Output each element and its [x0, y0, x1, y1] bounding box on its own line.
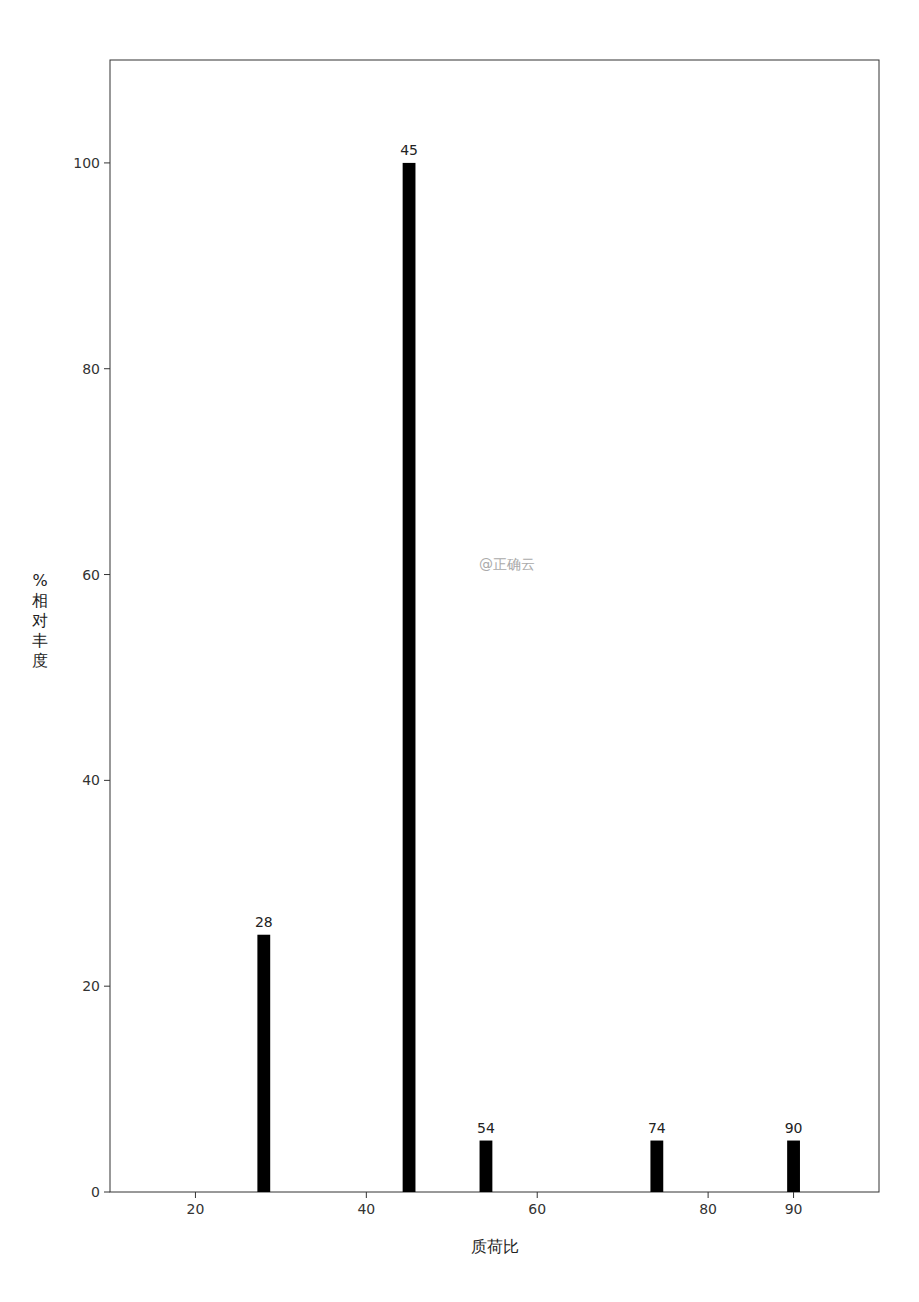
bar-label: 28: [255, 914, 273, 930]
x-tick: [793, 1192, 794, 1198]
bar: [650, 1141, 663, 1192]
bar-label: 90: [785, 1120, 803, 1136]
x-tick-label: 90: [785, 1201, 803, 1217]
x-tick: [366, 1192, 367, 1198]
bar-label: 45: [400, 142, 418, 158]
y-tick: [104, 574, 110, 575]
y-tick: [104, 1192, 110, 1193]
bar: [257, 935, 270, 1192]
y-tick: [104, 986, 110, 987]
x-tick-label: 60: [528, 1201, 546, 1217]
x-axis-label: 质荷比: [471, 1237, 519, 1256]
chart: 20 40 60 80 90 0 20 40 60 80 100 质荷比 %相对丰度 28 45 54 74 90…: [0, 0, 919, 1302]
y-tick-label: 20: [82, 978, 100, 994]
bar-label: 74: [648, 1120, 666, 1136]
y-axis-label: %相对丰度: [32, 571, 48, 670]
x-tick: [708, 1192, 709, 1198]
x-tick-label: 40: [357, 1201, 375, 1217]
y-tick-label: 60: [82, 567, 100, 583]
x-tick: [537, 1192, 538, 1198]
y-tick-label: 100: [73, 155, 100, 171]
plot-frame: [110, 60, 879, 1192]
x-tick-label: 80: [699, 1201, 717, 1217]
y-tick-label: 40: [82, 772, 100, 788]
y-tick: [104, 162, 110, 163]
x-tick-label: 20: [187, 1201, 205, 1217]
bars: [257, 163, 800, 1192]
y-tick-label: 80: [82, 361, 100, 377]
bar: [787, 1141, 800, 1192]
bar: [403, 163, 416, 1192]
annotation: @正确云: [479, 556, 535, 572]
bar: [480, 1141, 493, 1192]
y-tick: [104, 780, 110, 781]
bar-label: 54: [477, 1120, 495, 1136]
y-tick-label: 0: [91, 1184, 100, 1200]
y-tick: [104, 368, 110, 369]
x-tick: [195, 1192, 196, 1198]
